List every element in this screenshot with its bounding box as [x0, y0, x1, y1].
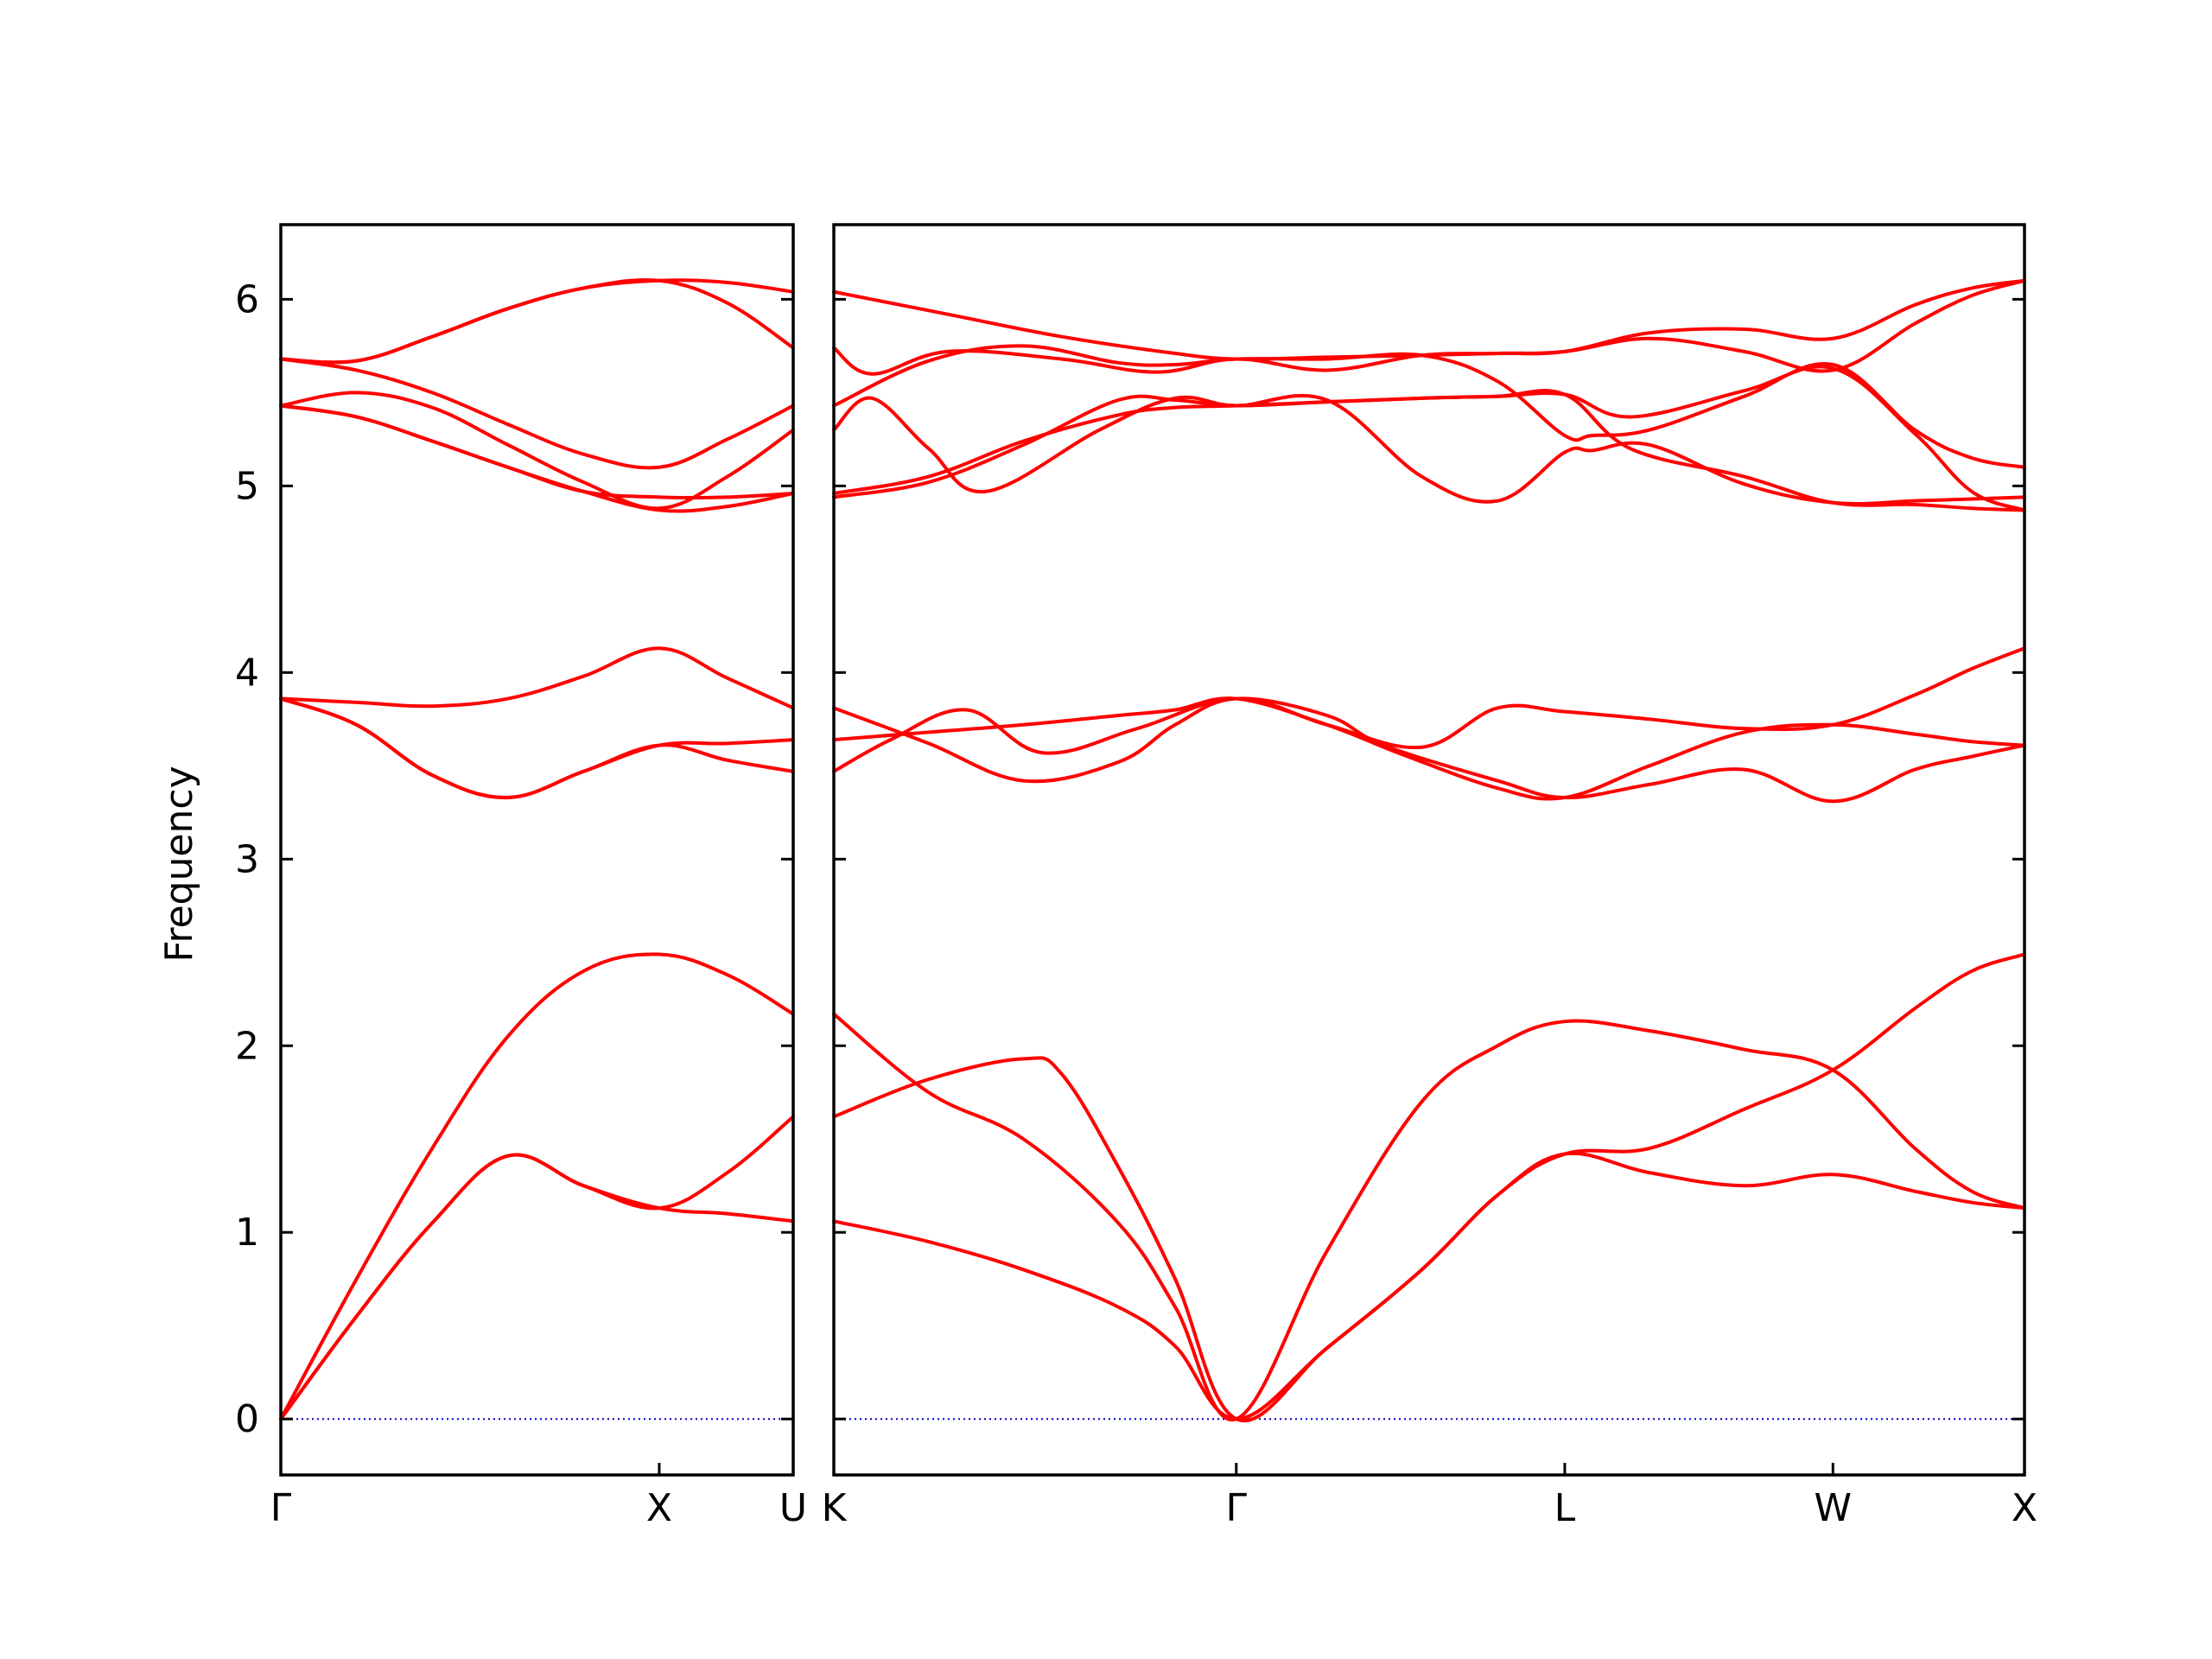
band-line-right-3 [832, 952, 2026, 1423]
band-line-right-9 [832, 344, 2026, 469]
x-tick-label: U [779, 1486, 807, 1530]
plot-frame-right [832, 223, 2026, 1477]
y-tick-label: 4 [235, 651, 259, 695]
y-tick-label: 5 [235, 464, 259, 508]
band-line-right-4 [832, 696, 2026, 804]
y-ticks-left [281, 297, 793, 1421]
y-tick-label: 0 [235, 1397, 259, 1441]
x-tick-label: X [646, 1486, 672, 1530]
band-line-left-8 [279, 277, 795, 365]
band-line-right-12 [832, 389, 2026, 512]
band-line-left-1 [279, 952, 795, 1421]
band-line-left-6 [279, 696, 795, 800]
band-line-right-2 [832, 1012, 2026, 1422]
x-tick-label: X [2012, 1486, 2037, 1530]
band-line-left-10 [279, 391, 795, 511]
y-ticks-right [834, 297, 2024, 1421]
band-line-right-5 [832, 696, 2026, 801]
x-tick-label: K [822, 1486, 848, 1530]
band-line-right-6 [832, 646, 2026, 773]
x-tick-label: L [1554, 1486, 1576, 1530]
band-line-left-9 [279, 357, 795, 470]
x-tick-label: Γ [270, 1486, 292, 1530]
y-tick-labels: 0 1 2 3 4 5 6 [235, 277, 259, 1441]
y-tick-label: 2 [235, 1024, 259, 1068]
band-line-left-4 [279, 646, 795, 710]
band-lines-right [832, 278, 2026, 1423]
band-line-left-3 [279, 1115, 795, 1421]
y-axis-label: Frequency [157, 766, 201, 962]
band-line-left-12 [279, 404, 795, 513]
x-tick-label: Γ [1226, 1486, 1248, 1530]
y-tick-label: 1 [235, 1211, 259, 1255]
plot-frame-left [279, 223, 795, 1477]
x-tick-label: W [1815, 1486, 1853, 1530]
band-line-right-8 [832, 278, 2026, 376]
y-tick-label: 6 [235, 277, 259, 321]
band-lines-left [279, 277, 795, 1421]
y-tick-label: 3 [235, 837, 259, 881]
